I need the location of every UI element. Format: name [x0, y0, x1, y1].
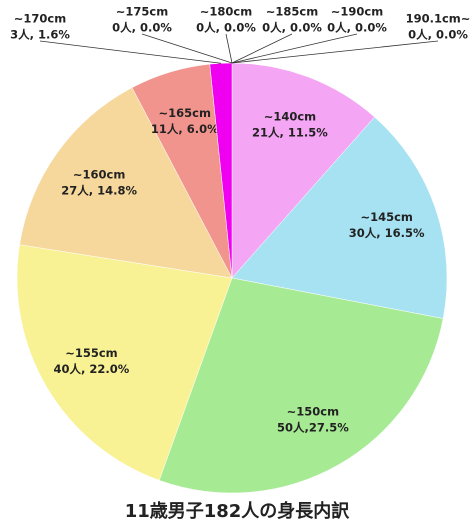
leader-line [141, 33, 233, 64]
pie-slice [231, 62, 375, 279]
chart-title: 11歳男子182人の身長内訳 [125, 500, 351, 522]
slice-category: ~160cm [73, 167, 125, 181]
slice-category: 190.1cm~ [406, 12, 471, 26]
slice-label: 0人, 0.0% [112, 21, 172, 35]
slice-label: 30人, 16.5% [349, 226, 425, 240]
slice-label: 0人, 0.0% [327, 21, 387, 35]
slice-label: 40人, 22.0% [54, 362, 130, 376]
slice-category: ~170cm [14, 12, 66, 26]
slice-category: ~180cm [200, 5, 252, 19]
slice-category: ~155cm [65, 346, 117, 360]
slice-label: 0人, 0.0% [262, 21, 322, 35]
slice-label: 0人, 0.0% [196, 21, 256, 35]
slice-category: ~185cm [266, 5, 318, 19]
slice-category: ~190cm [331, 5, 383, 19]
slice-category: ~140cm [264, 110, 316, 124]
leader-line [225, 33, 233, 64]
slice-label: 50人,27.5% [277, 420, 349, 434]
slice-label: 11人, 6.0% [151, 122, 219, 136]
slice-category: ~150cm [287, 404, 339, 418]
leader-line [231, 33, 358, 64]
pie-slice [158, 277, 444, 494]
slice-category: ~175cm [116, 5, 168, 19]
pie-slice [16, 244, 233, 481]
slice-category: ~165cm [159, 106, 211, 120]
slice-label: 0人, 0.0% [408, 28, 468, 42]
pie-slice [19, 87, 233, 279]
slice-label: 21人, 11.5% [252, 126, 328, 140]
leader-line [231, 33, 293, 64]
leader-line [39, 40, 221, 64]
slice-label: 27人, 14.8% [61, 183, 137, 197]
slice-label: 3人, 1.6% [10, 28, 70, 42]
pie-slice [231, 116, 448, 319]
slice-category: ~145cm [360, 210, 412, 224]
leader-line [231, 40, 439, 64]
